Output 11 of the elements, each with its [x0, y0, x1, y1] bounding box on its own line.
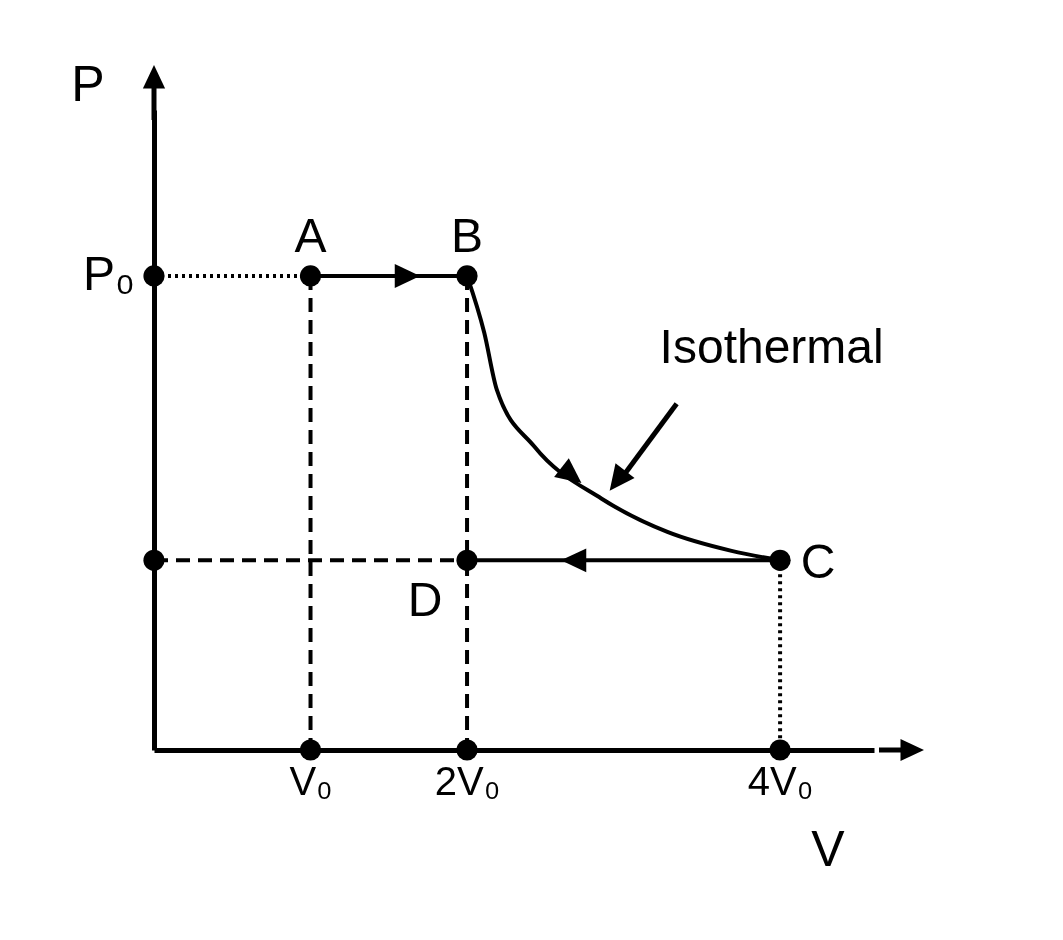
annotation: B: [451, 208, 484, 262]
x-tick-label: 2V₀: [434, 758, 501, 803]
x-tick-label: V₀: [289, 758, 333, 803]
annotation: A: [294, 208, 327, 262]
annotation: P₀: [83, 246, 135, 300]
annotation: Isothermal: [659, 319, 884, 373]
x-axis-title: V: [811, 820, 846, 877]
y-axis-title: P: [71, 55, 105, 112]
annotation: D: [407, 573, 443, 627]
x-tick-label: 4V₀: [747, 758, 814, 803]
annotation: C: [800, 535, 836, 589]
